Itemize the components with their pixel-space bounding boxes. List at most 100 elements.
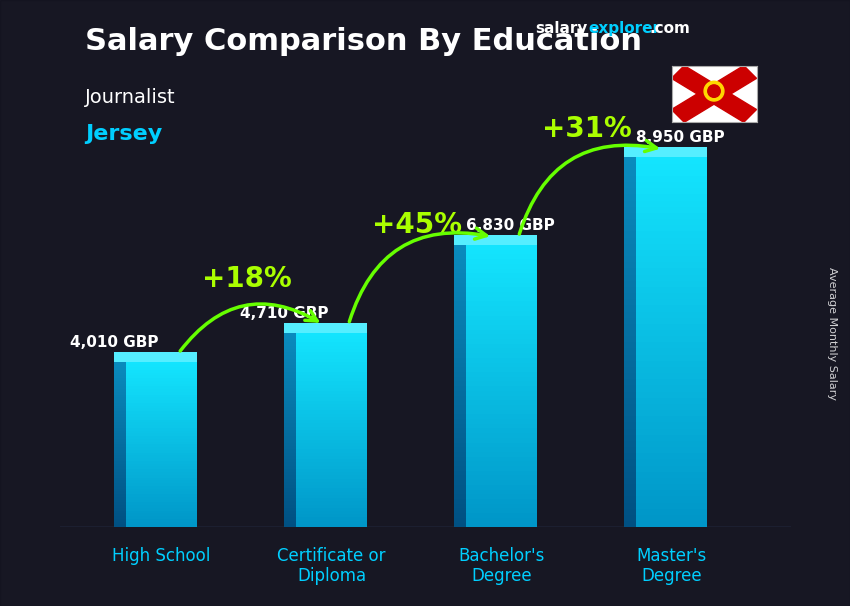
Bar xyxy=(624,256,636,262)
Bar xyxy=(284,494,296,498)
Bar xyxy=(636,490,707,496)
Bar xyxy=(126,439,197,442)
Bar xyxy=(454,320,466,325)
Bar xyxy=(126,447,197,450)
Bar xyxy=(114,502,126,505)
Bar xyxy=(296,501,367,505)
Bar xyxy=(624,385,636,391)
Bar xyxy=(296,424,367,427)
Bar xyxy=(454,367,466,372)
Bar xyxy=(114,408,126,411)
Bar xyxy=(636,348,707,355)
Bar xyxy=(454,471,466,476)
Bar xyxy=(126,513,197,516)
Bar xyxy=(126,431,197,433)
Bar xyxy=(624,170,636,176)
Bar xyxy=(466,297,537,301)
Bar xyxy=(284,465,296,469)
Bar xyxy=(114,433,126,436)
Bar xyxy=(126,414,197,417)
Bar xyxy=(466,424,537,428)
Bar xyxy=(114,481,126,483)
Bar xyxy=(466,471,537,476)
Bar xyxy=(284,524,296,527)
Bar xyxy=(284,508,296,511)
Bar xyxy=(126,419,197,422)
Bar xyxy=(466,335,537,339)
Bar xyxy=(114,367,126,370)
Bar xyxy=(624,502,636,508)
Bar xyxy=(296,469,367,472)
Bar xyxy=(284,385,296,388)
Bar xyxy=(624,275,636,281)
Bar xyxy=(466,330,537,335)
Bar xyxy=(624,213,636,219)
Bar xyxy=(126,505,197,508)
Text: Salary Comparison By Education: Salary Comparison By Education xyxy=(85,27,642,56)
Bar xyxy=(296,521,367,524)
Bar xyxy=(126,442,197,444)
Text: salary: salary xyxy=(536,21,588,36)
Bar xyxy=(454,297,466,301)
Bar xyxy=(636,447,707,453)
Bar xyxy=(296,349,367,352)
Bar xyxy=(296,365,367,368)
Bar xyxy=(284,491,296,494)
Bar xyxy=(296,427,367,430)
Text: 6,830 GBP: 6,830 GBP xyxy=(466,218,554,233)
Bar xyxy=(454,466,466,471)
Bar xyxy=(636,478,707,484)
Bar xyxy=(466,466,537,471)
Bar xyxy=(636,502,707,508)
Bar xyxy=(624,268,636,275)
Bar xyxy=(454,522,466,527)
Bar xyxy=(114,524,126,527)
Bar xyxy=(284,450,296,453)
Bar xyxy=(296,450,367,453)
Bar xyxy=(454,433,466,438)
Bar xyxy=(454,438,466,442)
Bar xyxy=(284,505,296,508)
Bar xyxy=(296,479,367,482)
Bar xyxy=(126,392,197,395)
Bar xyxy=(126,497,197,499)
Bar xyxy=(296,342,367,345)
Bar xyxy=(454,499,466,504)
Bar xyxy=(126,364,197,367)
Bar xyxy=(284,443,296,446)
Bar xyxy=(454,362,466,367)
Bar xyxy=(466,377,537,381)
Bar xyxy=(636,170,707,176)
Bar xyxy=(624,490,636,496)
Bar xyxy=(636,311,707,318)
Bar xyxy=(466,410,537,415)
Bar xyxy=(126,472,197,474)
Bar xyxy=(454,259,466,264)
Bar xyxy=(284,342,296,345)
Bar xyxy=(624,182,636,188)
Text: explorer: explorer xyxy=(588,21,660,36)
Bar xyxy=(636,404,707,410)
Bar xyxy=(636,355,707,361)
Bar xyxy=(284,375,296,378)
Bar xyxy=(284,488,296,491)
Bar xyxy=(624,188,636,195)
Bar xyxy=(636,422,707,428)
Bar xyxy=(636,281,707,287)
Bar xyxy=(296,518,367,521)
Bar xyxy=(466,353,537,358)
Bar xyxy=(624,496,636,502)
Bar xyxy=(126,398,197,400)
Bar xyxy=(296,417,367,420)
Bar xyxy=(296,333,367,336)
Bar xyxy=(454,268,466,273)
Bar xyxy=(466,419,537,424)
Bar xyxy=(126,384,197,387)
Bar xyxy=(466,259,537,264)
Bar xyxy=(636,195,707,201)
Bar xyxy=(466,348,537,353)
Bar xyxy=(126,478,197,481)
Bar xyxy=(466,278,537,282)
Bar xyxy=(126,406,197,408)
Bar xyxy=(114,494,126,497)
